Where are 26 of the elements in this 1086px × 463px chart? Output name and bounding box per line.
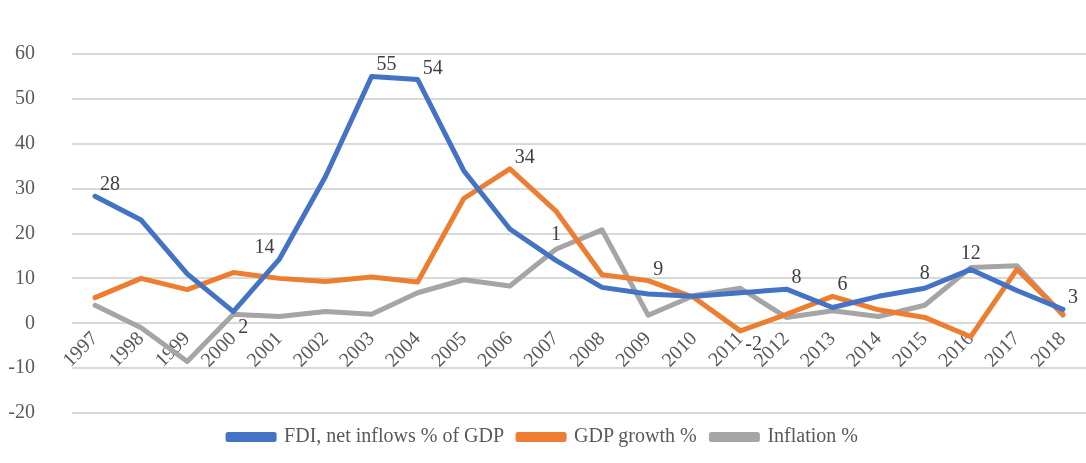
annotation: 1 [550,222,561,245]
data-label: 34 [514,144,535,167]
legend-label: Inflation % [767,424,858,447]
data-label: 14 [254,235,275,258]
data-label: 9 [653,256,664,279]
data-label: 12 [960,240,981,263]
data-label: 28 [100,172,121,195]
y-tick-label: -20 [8,400,35,423]
data-label: 55 [376,52,397,75]
data-label: 8 [919,261,930,284]
legend-label: FDI, net inflows % of GDP [284,424,505,447]
y-tick-label: 10 [15,265,35,288]
data-label: 54 [422,55,443,78]
y-tick-label: 30 [15,175,35,198]
y-tick-label: 60 [15,41,35,64]
data-label: 3 [1067,285,1078,308]
y-tick-label: 50 [15,86,35,109]
y-tick-label: 0 [25,310,35,333]
data-label: 8 [791,265,802,288]
data-label: 2 [238,315,249,338]
legend-label: GDP growth % [574,424,697,448]
y-tick-label: -10 [8,355,35,378]
data-label: 6 [837,272,848,295]
y-tick-label: 20 [15,220,35,243]
y-tick-label: 40 [15,131,35,153]
x-tick-label: 2011 [703,326,747,371]
